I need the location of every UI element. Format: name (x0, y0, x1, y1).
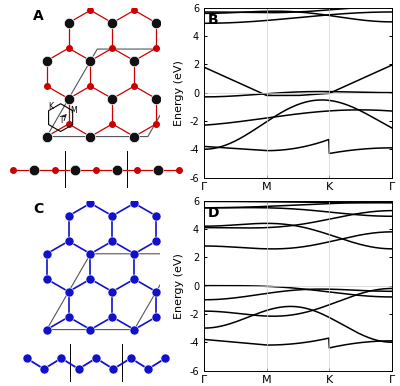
Text: M: M (70, 106, 76, 115)
Text: A: A (33, 9, 44, 23)
Text: Γ: Γ (60, 116, 64, 125)
Text: C: C (33, 202, 43, 216)
Y-axis label: Energy (eV): Energy (eV) (174, 253, 184, 318)
Text: K: K (48, 102, 54, 111)
Y-axis label: Energy (eV): Energy (eV) (174, 60, 184, 125)
Text: D: D (208, 206, 219, 220)
Text: B: B (208, 13, 218, 27)
